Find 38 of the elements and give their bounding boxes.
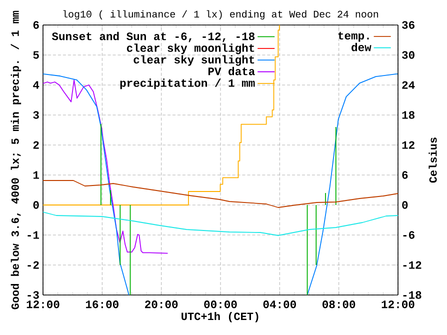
y2-tick-label: 12 (402, 141, 414, 149)
y2-axis-title: Celsius (428, 138, 437, 183)
x-tick-label: 08:00 (322, 300, 356, 308)
x-tick-label: 12:00 (382, 300, 414, 308)
y-tick-label: 5 (33, 51, 39, 59)
x-tick-label: 20:00 (145, 300, 178, 308)
y-tick-label: -1 (28, 231, 39, 239)
y-tick-label: -2 (28, 261, 39, 269)
x-axis-title: UTC+1h (CET) (182, 312, 258, 322)
y-tick-label: 1 (33, 171, 39, 179)
y-tick-label: -3 (28, 291, 39, 299)
y2-tick-label: -12 (403, 261, 422, 269)
y-tick-label: 0 (33, 201, 39, 209)
y2-tick-label: 18 (402, 111, 414, 119)
y2-tick-label: 30 (402, 51, 414, 59)
x-tick-label: 00:00 (204, 300, 237, 308)
y-tick-label: 4 (33, 81, 40, 89)
legend-label: clear sky sunlight (134, 55, 254, 66)
legend-label: precipitation / 1 mm (120, 78, 255, 90)
y-tick-label: 6 (33, 21, 39, 29)
y-tick-label: 3 (33, 111, 39, 119)
y-axis-title: Good below 3.6, 4000 lx; 5 min precip. / 1 mm (10, 10, 22, 310)
legend-label: Sunset and Sun at -6, -12, -18 (52, 32, 255, 42)
y2-tick-label: 24 (402, 81, 415, 89)
y2-tick-label: -6 (403, 231, 414, 239)
x-tick-label: 16:00 (86, 300, 118, 308)
legend-label: dew (352, 42, 372, 52)
chart-title: log10 ( illuminance / 1 lx) ending at Wed Dec 24 noon (63, 10, 378, 20)
y2-tick-label: 36 (402, 21, 414, 29)
y-tick-label: 2 (33, 141, 39, 149)
y2-tick-label: 0 (402, 201, 408, 209)
legend-label: PV data (208, 66, 255, 76)
y2-tick-label: -18 (403, 291, 422, 299)
legend-label: clear sky moonlight (126, 44, 254, 54)
x-tick-label: 04:00 (263, 300, 296, 308)
legend-label: temp. (338, 32, 369, 42)
x-tick-label: 12:00 (26, 300, 60, 308)
y2-tick-label: 6 (402, 171, 408, 179)
